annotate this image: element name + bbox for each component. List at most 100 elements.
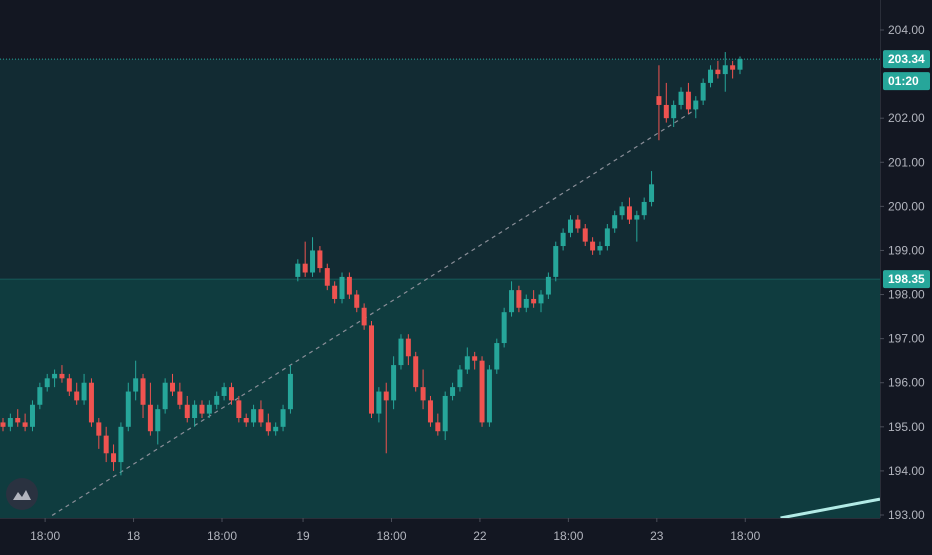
candle-body[interactable] bbox=[523, 298, 529, 308]
candle-body[interactable] bbox=[66, 378, 72, 392]
candle-body[interactable] bbox=[354, 294, 360, 308]
candle-body[interactable] bbox=[184, 404, 190, 418]
candle-body[interactable] bbox=[575, 219, 581, 229]
candle-body[interactable] bbox=[538, 294, 544, 304]
candle-body[interactable] bbox=[96, 422, 102, 436]
candle-body[interactable] bbox=[251, 409, 257, 423]
candle-body[interactable] bbox=[486, 369, 492, 423]
candle-body[interactable] bbox=[147, 404, 153, 432]
candle-body[interactable] bbox=[280, 409, 286, 427]
candle-body[interactable] bbox=[302, 263, 308, 273]
candle-body[interactable] bbox=[427, 400, 433, 423]
candle-body[interactable] bbox=[295, 263, 301, 277]
candle-body[interactable] bbox=[199, 404, 205, 414]
candle-body[interactable] bbox=[553, 246, 559, 277]
candle-body[interactable] bbox=[192, 404, 198, 418]
candle-body[interactable] bbox=[339, 276, 345, 299]
candle-body[interactable] bbox=[258, 409, 264, 423]
candle-body[interactable] bbox=[206, 404, 212, 414]
candle-body[interactable] bbox=[626, 206, 632, 220]
candle-body[interactable] bbox=[567, 219, 573, 233]
candle-body[interactable] bbox=[730, 65, 736, 70]
candle-body[interactable] bbox=[678, 91, 684, 105]
candle-body[interactable] bbox=[155, 409, 161, 432]
candle-body[interactable] bbox=[0, 422, 6, 427]
candle-body[interactable] bbox=[516, 290, 522, 308]
candle-body[interactable] bbox=[612, 215, 618, 229]
candle-body[interactable] bbox=[619, 206, 625, 216]
candle-body[interactable] bbox=[472, 356, 478, 361]
candle-body[interactable] bbox=[693, 100, 699, 110]
candle-body[interactable] bbox=[420, 387, 426, 401]
candle-body[interactable] bbox=[125, 391, 131, 427]
candle-body[interactable] bbox=[221, 387, 227, 396]
candle-body[interactable] bbox=[634, 215, 640, 220]
candle-body[interactable] bbox=[361, 307, 367, 326]
candle-body[interactable] bbox=[479, 360, 485, 423]
candle-body[interactable] bbox=[685, 91, 691, 110]
candle-body[interactable] bbox=[700, 82, 706, 101]
candle-body[interactable] bbox=[649, 184, 655, 202]
candle-body[interactable] bbox=[464, 356, 470, 370]
candle-body[interactable] bbox=[332, 285, 338, 299]
candle-body[interactable] bbox=[243, 418, 249, 423]
candle-body[interactable] bbox=[656, 96, 662, 105]
candle-body[interactable] bbox=[450, 387, 456, 396]
candle-body[interactable] bbox=[604, 228, 610, 247]
candle-body[interactable] bbox=[59, 373, 65, 379]
candle-body[interactable] bbox=[722, 65, 728, 75]
candle-body[interactable] bbox=[501, 312, 507, 344]
candle-body[interactable] bbox=[324, 268, 330, 286]
candle-body[interactable] bbox=[442, 395, 448, 432]
candle-body[interactable] bbox=[531, 298, 537, 304]
candle-body[interactable] bbox=[88, 382, 94, 423]
candle-body[interactable] bbox=[641, 201, 647, 216]
candle-body[interactable] bbox=[405, 338, 411, 357]
candle-body[interactable] bbox=[236, 400, 242, 418]
candle-body[interactable] bbox=[287, 373, 293, 410]
candle-body[interactable] bbox=[81, 382, 87, 401]
candle-body[interactable] bbox=[369, 325, 374, 414]
candle-body[interactable] bbox=[140, 378, 146, 405]
candle-body[interactable] bbox=[265, 422, 271, 432]
candle-body[interactable] bbox=[317, 250, 323, 269]
candle-body[interactable] bbox=[52, 373, 58, 379]
candle-body[interactable] bbox=[214, 395, 220, 405]
candle-body[interactable] bbox=[590, 241, 596, 251]
candle-body[interactable] bbox=[398, 338, 404, 366]
candle-body[interactable] bbox=[346, 276, 352, 295]
candle-body[interactable] bbox=[273, 426, 279, 432]
time-axis[interactable] bbox=[0, 518, 880, 550]
candle-body[interactable] bbox=[494, 343, 500, 370]
candle-body[interactable] bbox=[228, 387, 234, 401]
candle-body[interactable] bbox=[376, 391, 382, 414]
candle-body[interactable] bbox=[170, 382, 176, 392]
candle-body[interactable] bbox=[391, 365, 397, 401]
candle-body[interactable] bbox=[103, 435, 109, 454]
candle-body[interactable] bbox=[715, 69, 721, 75]
candle-body[interactable] bbox=[44, 378, 50, 388]
candle-body[interactable] bbox=[7, 418, 13, 427]
candle-body[interactable] bbox=[383, 391, 389, 401]
candle-body[interactable] bbox=[663, 104, 669, 119]
candle-body[interactable] bbox=[582, 228, 588, 242]
candle-body[interactable] bbox=[22, 422, 28, 427]
candle-body[interactable] bbox=[162, 382, 168, 410]
candle-body[interactable] bbox=[15, 418, 21, 423]
candle-body[interactable] bbox=[29, 404, 35, 427]
candle-body[interactable] bbox=[74, 391, 80, 401]
candle-body[interactable] bbox=[111, 453, 117, 463]
candle-body[interactable] bbox=[177, 391, 183, 405]
candle-body[interactable] bbox=[560, 232, 566, 247]
candle-body[interactable] bbox=[509, 290, 515, 313]
candle-body[interactable] bbox=[37, 387, 43, 405]
candle-body[interactable] bbox=[708, 69, 714, 83]
candle-body[interactable] bbox=[435, 422, 441, 432]
candle-body[interactable] bbox=[133, 378, 139, 392]
candle-body[interactable] bbox=[671, 104, 677, 119]
tradingview-logo-button[interactable] bbox=[6, 478, 38, 510]
candle-body[interactable] bbox=[310, 250, 316, 273]
candle-body[interactable] bbox=[457, 369, 463, 388]
